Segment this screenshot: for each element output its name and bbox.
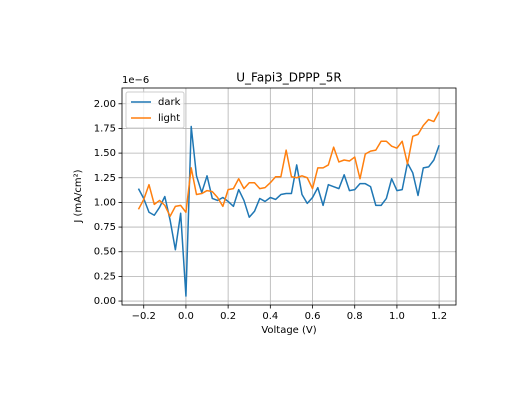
y-tick-label: 0.75	[94, 222, 116, 233]
x-tick-label: 0.0	[178, 311, 194, 322]
y-tick-label: 1.50	[94, 148, 116, 159]
y-tick-label: 2.00	[94, 99, 116, 110]
legend-box	[125, 91, 185, 129]
y-axis-label: J (mA/cm²)	[73, 169, 84, 223]
x-tick-label: 0.8	[347, 311, 363, 322]
chart-title: U_Fapi3_DPPP_5R	[236, 71, 341, 85]
x-tick-label: −0.2	[132, 311, 156, 322]
legend-label: light	[158, 113, 180, 124]
data-line	[137, 111, 440, 217]
x-tick-label: 0.6	[305, 311, 321, 322]
y-tick-label: 0.00	[94, 296, 116, 307]
y-tick-label: 0.25	[94, 271, 116, 282]
y-tick-label: 1.75	[94, 123, 116, 134]
x-tick-label: 1.0	[389, 311, 405, 322]
plot-frame	[121, 87, 457, 306]
x-tick-label: 0.2	[220, 311, 236, 322]
y-tick-label: 0.50	[94, 247, 116, 258]
y-tick-label: 1.25	[94, 173, 116, 184]
legend-label: dark	[158, 97, 181, 108]
x-tick-label: 1.2	[431, 311, 447, 322]
y-offset-label: 1e−6	[122, 75, 149, 86]
y-tick-label: 1.00	[94, 197, 116, 208]
data-line	[137, 125, 440, 297]
x-tick-label: 0.4	[262, 311, 278, 322]
x-axis-label: Voltage (V)	[261, 325, 316, 336]
